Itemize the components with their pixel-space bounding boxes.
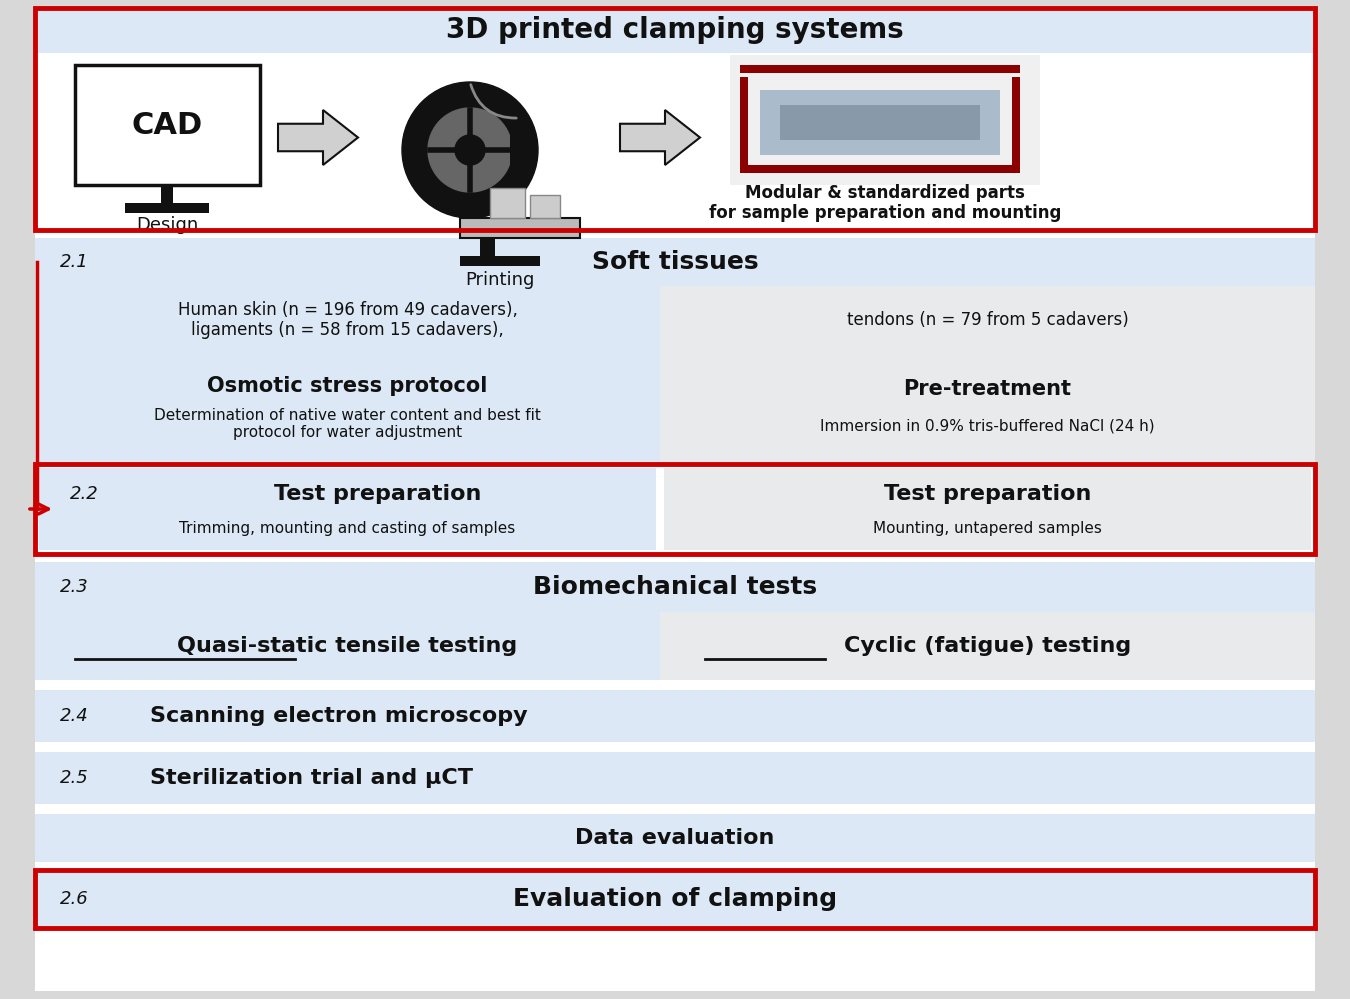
Text: Printing: Printing — [466, 271, 535, 289]
Text: Determination of native water content and best fit
protocol for water adjustment: Determination of native water content an… — [154, 408, 541, 441]
Bar — [760, 90, 1000, 155]
Text: Biomechanical tests: Biomechanical tests — [533, 575, 817, 599]
Bar — [35, 8, 1315, 230]
Text: Trimming, mounting and casting of samples: Trimming, mounting and casting of sample… — [180, 521, 516, 536]
Bar — [660, 612, 1315, 680]
Text: 2.6: 2.6 — [59, 890, 89, 908]
Bar — [660, 354, 1315, 464]
Bar — [660, 286, 1315, 354]
Bar — [35, 814, 1315, 862]
Bar — [35, 354, 660, 464]
Bar — [161, 185, 173, 203]
Text: Test preparation: Test preparation — [274, 484, 481, 504]
Bar — [780, 105, 980, 140]
Bar — [126, 203, 209, 213]
Bar — [531, 195, 560, 218]
Text: 2.2: 2.2 — [70, 485, 99, 503]
Bar — [35, 612, 660, 680]
Text: 2.1: 2.1 — [59, 253, 89, 271]
Bar — [1012, 77, 1021, 167]
Text: Modular & standardized parts
for sample preparation and mounting: Modular & standardized parts for sample … — [709, 184, 1061, 223]
Text: Design: Design — [136, 216, 198, 234]
Bar — [35, 752, 1315, 804]
Text: Test preparation: Test preparation — [884, 484, 1091, 504]
Text: Human skin (n = 196 from 49 cadavers),
ligaments (n = 58 from 15 cadavers),: Human skin (n = 196 from 49 cadavers), l… — [178, 301, 517, 340]
Bar — [740, 165, 1021, 173]
Circle shape — [428, 108, 512, 192]
Text: Sterilization trial and μCT: Sterilization trial and μCT — [150, 768, 472, 788]
Bar — [730, 55, 1040, 185]
Bar — [481, 238, 495, 256]
Text: Soft tissues: Soft tissues — [591, 250, 759, 274]
Bar — [740, 77, 748, 167]
Bar — [510, 118, 528, 183]
Text: Evaluation of clamping: Evaluation of clamping — [513, 887, 837, 911]
Bar — [76, 65, 261, 185]
Text: Pre-treatment: Pre-treatment — [903, 379, 1072, 399]
Text: tendons (n = 79 from 5 cadavers): tendons (n = 79 from 5 cadavers) — [846, 311, 1129, 329]
Polygon shape — [278, 110, 358, 165]
Bar — [35, 8, 1315, 53]
Bar — [664, 468, 1311, 550]
Text: Immersion in 0.9% tris-buffered NaCl (24 h): Immersion in 0.9% tris-buffered NaCl (24… — [821, 419, 1154, 434]
Text: 2.4: 2.4 — [59, 707, 89, 725]
Bar — [35, 690, 1315, 742]
Text: Data evaluation: Data evaluation — [575, 828, 775, 848]
Text: Scanning electron microscopy: Scanning electron microscopy — [150, 706, 528, 726]
Circle shape — [402, 82, 539, 218]
Text: 3D printed clamping systems: 3D printed clamping systems — [446, 16, 904, 44]
Text: Mounting, untapered samples: Mounting, untapered samples — [873, 521, 1102, 536]
Bar — [460, 256, 540, 266]
Bar — [39, 468, 656, 550]
Bar — [35, 870, 1315, 928]
Bar — [35, 238, 1315, 286]
Bar — [35, 286, 660, 354]
Bar — [460, 218, 580, 238]
Bar — [35, 53, 1315, 230]
Circle shape — [455, 135, 485, 165]
Polygon shape — [620, 110, 701, 165]
Text: 2.5: 2.5 — [59, 769, 89, 787]
Bar — [490, 188, 525, 218]
Text: Osmotic stress protocol: Osmotic stress protocol — [208, 376, 487, 396]
Text: Cyclic (fatigue) testing: Cyclic (fatigue) testing — [844, 636, 1131, 656]
Text: CAD: CAD — [132, 111, 202, 140]
Bar — [740, 65, 1021, 73]
Text: 2.3: 2.3 — [59, 578, 89, 596]
Bar — [35, 464, 1315, 554]
Text: Quasi-static tensile testing: Quasi-static tensile testing — [177, 636, 517, 656]
Bar — [35, 562, 1315, 612]
